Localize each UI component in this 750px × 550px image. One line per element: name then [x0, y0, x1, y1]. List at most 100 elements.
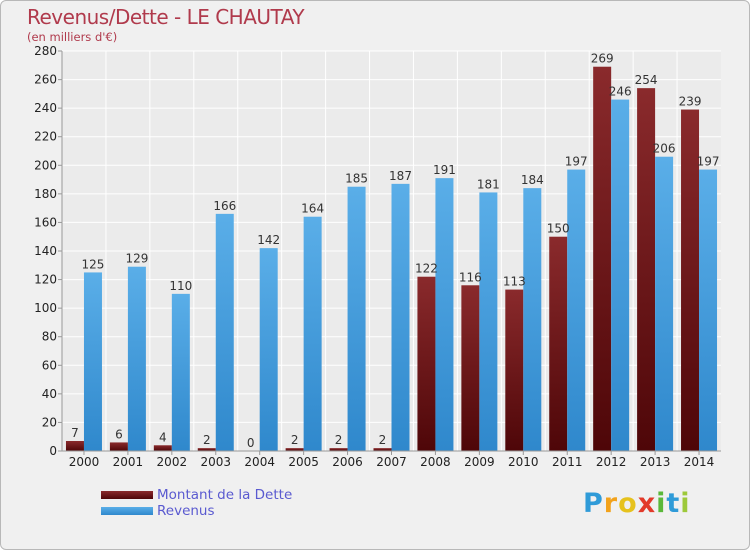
bar-debt-2006 [329, 448, 348, 451]
data-label-debt-2014: 239 [679, 95, 702, 109]
bar-revenue-2014 [699, 169, 718, 452]
bar-debt-2011 [549, 236, 568, 451]
y-tick-label-140: 140 [34, 244, 57, 258]
y-tick-label-180: 180 [34, 187, 57, 201]
chart-title: Revenus/Dette - LE CHAUTAY [27, 5, 305, 29]
y-tick-label-100: 100 [34, 301, 57, 315]
data-label-revenue-2001: 129 [125, 252, 148, 266]
y-tick-label-200: 200 [34, 158, 57, 172]
data-label-revenue-2012: 246 [609, 85, 632, 99]
x-tick-label-2004: 2004 [244, 455, 275, 469]
bar-revenue-2009 [479, 192, 498, 451]
y-tick-label-60: 60 [42, 358, 57, 372]
data-label-debt-2008: 122 [415, 262, 438, 276]
data-label-revenue-2013: 206 [653, 142, 676, 156]
bar-revenue-2001 [127, 266, 146, 451]
x-tick-label-2012: 2012 [596, 455, 627, 469]
data-label-revenue-2009: 181 [477, 177, 500, 191]
bar-debt-2000 [65, 441, 84, 451]
x-tick-label-2013: 2013 [640, 455, 671, 469]
logo-letter: r [603, 488, 619, 519]
data-label-debt-2002: 4 [159, 430, 167, 444]
bar-revenue-2007 [391, 183, 410, 451]
data-label-debt-2007: 2 [379, 433, 387, 447]
bar-debt-2012 [593, 66, 612, 451]
x-tick-label-2010: 2010 [508, 455, 539, 469]
bar-revenue-2011 [567, 169, 586, 452]
data-label-debt-2012: 269 [591, 52, 614, 66]
y-tick-label-0: 0 [49, 444, 57, 458]
x-tick-label-2001: 2001 [113, 455, 144, 469]
x-tick-label-2014: 2014 [684, 455, 715, 469]
bar-debt-2008 [417, 276, 436, 451]
bar-debt-2003 [197, 448, 216, 451]
y-tick-label-160: 160 [34, 215, 57, 229]
legend-label-debt: Montant de la Dette [157, 487, 293, 503]
x-tick-label-2000: 2000 [69, 455, 100, 469]
bar-revenue-2000 [83, 272, 102, 451]
bar-revenue-2003 [215, 213, 234, 451]
bar-debt-2014 [681, 109, 700, 452]
bar-revenue-2004 [259, 248, 278, 451]
y-tick-label-260: 260 [34, 73, 57, 87]
data-label-revenue-2007: 187 [389, 169, 412, 183]
bar-debt-2007 [373, 448, 392, 451]
logo-letter: t [666, 488, 681, 519]
bar-revenue-2010 [523, 188, 542, 451]
y-tick-label-220: 220 [34, 130, 57, 144]
x-tick-label-2002: 2002 [157, 455, 188, 469]
logo-letter: o [618, 488, 638, 519]
data-label-revenue-2006: 185 [345, 172, 368, 186]
x-tick-label-2011: 2011 [552, 455, 583, 469]
bar-revenue-2012 [611, 99, 630, 452]
bar-revenue-2005 [303, 216, 322, 451]
data-label-debt-2013: 254 [635, 73, 658, 87]
y-tick-label-120: 120 [34, 273, 57, 287]
data-label-revenue-2011: 197 [565, 155, 588, 169]
x-tick-label-2007: 2007 [376, 455, 407, 469]
data-label-debt-2009: 116 [459, 270, 482, 284]
data-label-debt-2003: 2 [203, 433, 211, 447]
data-label-revenue-2002: 110 [169, 279, 192, 293]
data-label-debt-2004: 0 [247, 436, 255, 450]
data-label-revenue-2010: 184 [521, 173, 544, 187]
x-tick-label-2008: 2008 [420, 455, 451, 469]
bar-debt-2010 [505, 289, 524, 451]
bar-revenue-2002 [171, 293, 190, 451]
x-tick-label-2005: 2005 [288, 455, 319, 469]
proxiti-logo: Proxiti [583, 488, 691, 519]
bar-revenue-2013 [655, 156, 674, 451]
logo-letter: P [583, 488, 604, 519]
bar-debt-2009 [461, 285, 480, 451]
legend-label-revenue: Revenus [157, 503, 215, 519]
data-label-revenue-2004: 142 [257, 233, 280, 247]
legend-swatch-debt [101, 491, 153, 499]
chart-subtitle: (en milliers d'€) [27, 30, 118, 44]
data-label-debt-2006: 2 [335, 433, 343, 447]
data-label-revenue-2000: 125 [82, 257, 105, 271]
bar-debt-2013 [637, 88, 656, 452]
x-tick-label-2006: 2006 [332, 455, 363, 469]
logo-letter: i [680, 488, 691, 519]
bar-debt-2005 [285, 448, 304, 451]
data-label-revenue-2008: 191 [433, 163, 456, 177]
y-tick-label-280: 280 [34, 44, 57, 58]
legend-swatch-revenue [101, 507, 153, 515]
data-label-debt-2005: 2 [291, 433, 299, 447]
y-tick-label-240: 240 [34, 101, 57, 115]
data-label-revenue-2014: 197 [697, 155, 720, 169]
data-label-revenue-2005: 164 [301, 202, 324, 216]
data-label-debt-2011: 150 [547, 222, 570, 236]
bar-revenue-2008 [435, 178, 454, 451]
y-tick-label-80: 80 [42, 330, 57, 344]
data-label-debt-2001: 6 [115, 427, 123, 441]
logo-letter: x [637, 488, 657, 519]
y-tick-label-40: 40 [42, 387, 57, 401]
bar-debt-2001 [109, 442, 128, 451]
x-tick-label-2009: 2009 [464, 455, 495, 469]
bar-revenue-2006 [347, 186, 366, 451]
y-tick-label-20: 20 [42, 415, 57, 429]
logo-letter: i [656, 488, 667, 519]
